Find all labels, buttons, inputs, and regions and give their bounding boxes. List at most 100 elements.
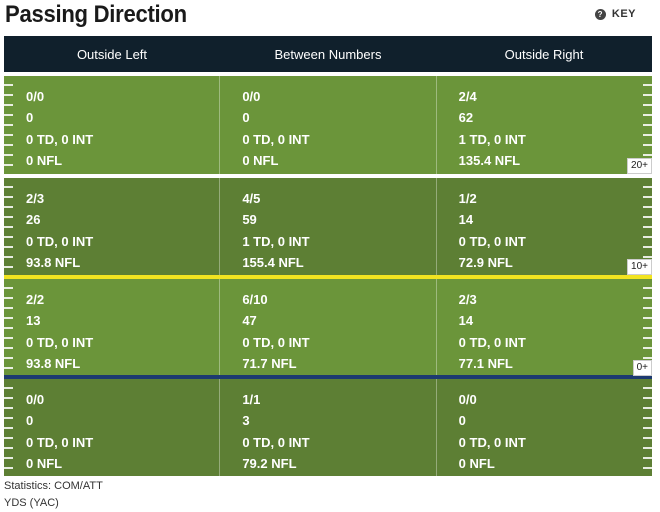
hash-mark	[643, 196, 652, 198]
hash-mark	[4, 164, 13, 166]
hash-mark	[4, 447, 13, 449]
com-att: 4/5	[242, 191, 261, 206]
hash-mark	[643, 437, 652, 439]
field-grid: 0/0 0 0 TD, 0 INT 0 NFL 0/0 0 0 TD, 0 IN…	[4, 72, 652, 476]
cell-outside-left[interactable]: 2/3 26 0 TD, 0 INT 93.8 NFL	[4, 178, 221, 275]
nfl-rating: 77.1 NFL	[458, 355, 513, 371]
td-int: 0 TD, 0 INT	[458, 434, 526, 450]
td-int: 0 TD, 0 INT	[242, 334, 310, 350]
yard-marker-10: 10+	[627, 259, 652, 275]
td-int: 0 TD, 0 INT	[26, 334, 94, 350]
hash-mark	[643, 387, 652, 389]
help-icon: ?	[594, 8, 606, 20]
hash-mark	[643, 337, 652, 339]
hash-mark	[4, 317, 13, 319]
hash-mark	[4, 206, 13, 208]
hash-mark	[4, 467, 13, 469]
cell-between-numbers[interactable]: 0/0 0 0 TD, 0 INT 0 NFL	[220, 76, 437, 174]
yards: 0	[458, 413, 466, 429]
hash-mark	[643, 297, 652, 299]
hash-mark	[4, 417, 13, 419]
legend-line-2: YDS (YAC)	[4, 497, 59, 509]
com-att: 6/10	[242, 292, 268, 307]
hash-mark	[643, 457, 652, 459]
hash-mark	[4, 94, 13, 96]
hash-mark	[643, 287, 652, 289]
cell-outside-left[interactable]: 2/2 13 0 TD, 0 INT 93.8 NFL	[4, 279, 221, 375]
hash-mark	[4, 347, 13, 349]
hash-mark	[643, 447, 652, 449]
hash-mark	[4, 297, 13, 299]
hash-mark	[643, 94, 652, 96]
hash-mark	[643, 246, 652, 248]
yards: 0	[26, 413, 34, 429]
hash-mark	[4, 407, 13, 409]
hash-mark	[4, 337, 13, 339]
td-int: 0 TD, 0 INT	[458, 233, 526, 249]
hash-mark	[4, 124, 13, 126]
com-att: 0/0	[242, 89, 261, 104]
zone-20-plus: 0/0 0 0 TD, 0 INT 0 NFL 0/0 0 0 TD, 0 IN…	[4, 76, 652, 174]
hash-mark	[4, 266, 13, 268]
key-label: KEY	[611, 8, 636, 20]
page-title: Passing Direction	[5, 1, 187, 28]
cell-between-numbers[interactable]: 1/1 3 0 TD, 0 INT 79.2 NFL	[220, 379, 437, 476]
hash-mark	[4, 256, 13, 258]
hash-mark	[643, 407, 652, 409]
nfl-rating: 71.7 NFL	[242, 355, 297, 371]
key-button[interactable]: ? KEY	[594, 8, 636, 20]
td-int: 0 TD, 0 INT	[458, 334, 526, 350]
line-of-scrimmage	[4, 375, 652, 379]
td-int: 0 TD, 0 INT	[242, 131, 310, 147]
hash-mark	[643, 236, 652, 238]
cell-outside-left[interactable]: 0/0 0 0 TD, 0 INT 0 NFL	[4, 76, 221, 174]
zone-behind-los: 0/0 0 0 TD, 0 INT 0 NFL 1/1 3 0 TD, 0 IN…	[4, 379, 652, 476]
hash-mark	[4, 134, 13, 136]
td-int: 0 TD, 0 INT	[26, 434, 94, 450]
nfl-rating: 93.8 NFL	[26, 254, 81, 270]
cell-outside-right[interactable]: 2/4 62 1 TD, 0 INT 135.4 NFL	[437, 76, 652, 174]
com-att: 2/3	[458, 292, 477, 307]
zone-0-plus: 2/2 13 0 TD, 0 INT 93.8 NFL 6/10 47 0 TD…	[4, 279, 652, 375]
cell-outside-right[interactable]: 2/3 14 0 TD, 0 INT 77.1 NFL	[437, 279, 652, 375]
com-att: 1/2	[458, 191, 477, 206]
hash-mark	[643, 327, 652, 329]
hash-mark	[643, 154, 652, 156]
hash-mark	[4, 114, 13, 116]
td-int: 0 TD, 0 INT	[26, 131, 94, 147]
hash-mark	[4, 387, 13, 389]
hash-mark	[643, 226, 652, 228]
yards: 59	[242, 212, 257, 228]
yards: 14	[458, 313, 474, 329]
hash-mark	[4, 437, 13, 439]
yard-marker-20: 20+	[627, 158, 652, 174]
hash-mark	[4, 226, 13, 228]
td-int: 0 TD, 0 INT	[242, 434, 310, 450]
yards: 0	[26, 110, 34, 126]
hash-mark	[643, 206, 652, 208]
hash-mark	[4, 144, 13, 146]
cell-outside-left[interactable]: 0/0 0 0 TD, 0 INT 0 NFL	[4, 379, 221, 476]
hash-mark	[643, 84, 652, 86]
hash-mark	[643, 144, 652, 146]
hash-mark	[643, 186, 652, 188]
hash-mark	[4, 196, 13, 198]
cell-outside-right[interactable]: 1/2 14 0 TD, 0 INT 72.9 NFL	[437, 178, 652, 275]
yards: 62	[458, 110, 474, 126]
com-att: 1/1	[242, 392, 261, 407]
hash-mark	[4, 457, 13, 459]
nfl-rating: 0 NFL	[242, 152, 279, 168]
hash-mark	[643, 134, 652, 136]
hash-mark	[4, 327, 13, 329]
hash-mark	[643, 216, 652, 218]
hash-mark	[643, 417, 652, 419]
cell-between-numbers[interactable]: 6/10 47 0 TD, 0 INT 71.7 NFL	[220, 279, 437, 375]
hash-mark	[643, 397, 652, 399]
td-int: 1 TD, 0 INT	[242, 233, 310, 249]
cell-between-numbers[interactable]: 4/5 59 1 TD, 0 INT 155.4 NFL	[220, 178, 437, 275]
nfl-rating: 93.8 NFL	[26, 355, 81, 371]
nfl-rating: 0 NFL	[26, 152, 63, 168]
com-att: 0/0	[26, 392, 45, 407]
cell-outside-right[interactable]: 0/0 0 0 TD, 0 INT 0 NFL	[437, 379, 652, 476]
hash-mark	[4, 427, 13, 429]
